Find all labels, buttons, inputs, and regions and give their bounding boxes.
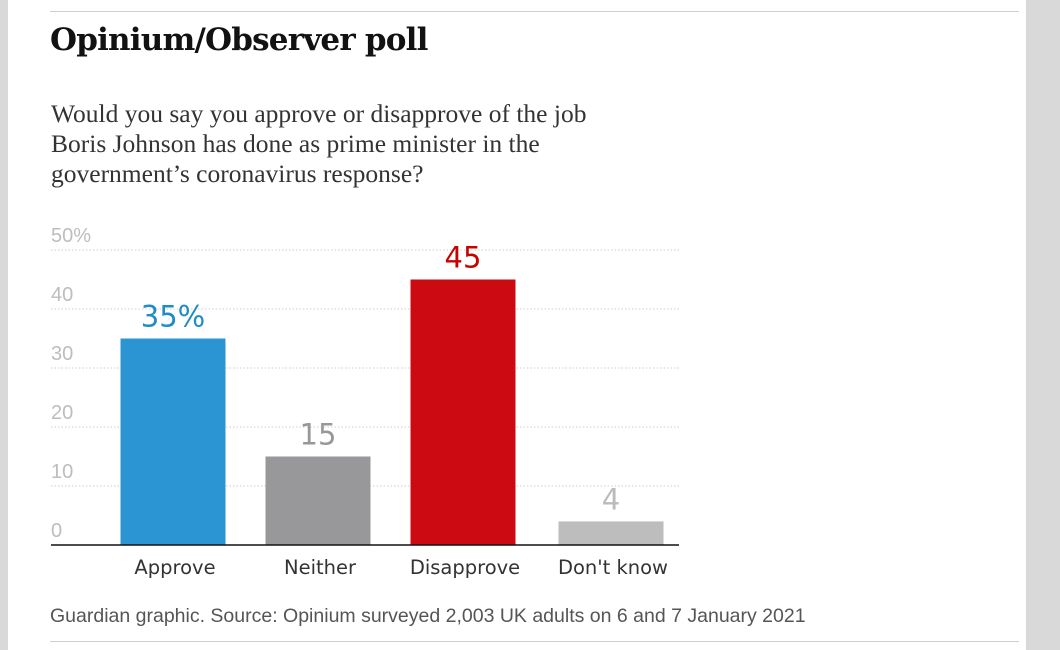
bar-chart: 0 10 20 30 40 50% 35% 15 45 4 Approve Neither Disa… xyxy=(51,225,679,579)
y-axis-ticks: 0 10 20 30 40 50% xyxy=(51,225,91,542)
bar-neither xyxy=(265,456,371,545)
category-label: Neither xyxy=(284,556,357,579)
bars xyxy=(120,279,664,545)
bottom-divider xyxy=(50,641,1019,642)
y-tick-label: 20 xyxy=(51,402,73,424)
y-tick-label: 50% xyxy=(51,225,91,247)
bar-don-t-know xyxy=(558,521,664,545)
chart-card: Opinium/Observer poll Would you say you … xyxy=(8,0,1026,650)
y-tick-label: 0 xyxy=(51,520,62,542)
y-tick-label: 10 xyxy=(51,461,73,483)
value-label: 15 xyxy=(300,418,337,452)
value-labels: 35% 15 45 4 xyxy=(141,241,620,517)
bar-disapprove xyxy=(410,279,516,545)
value-label: 35% xyxy=(141,300,205,334)
category-label: Approve xyxy=(134,556,215,579)
bar-approve xyxy=(120,338,226,545)
chart-title: Opinium/Observer poll xyxy=(50,22,428,58)
category-label: Disapprove xyxy=(410,556,520,579)
value-label: 45 xyxy=(445,241,482,275)
category-labels: Approve Neither Disapprove Don't know xyxy=(134,556,668,579)
chart-subtitle: Would you say you approve or disapprove … xyxy=(51,99,587,188)
y-tick-label: 30 xyxy=(51,343,73,365)
value-label: 4 xyxy=(602,482,620,516)
y-tick-label: 40 xyxy=(51,284,73,306)
category-label: Don't know xyxy=(558,556,668,579)
source-note: Guardian graphic. Source: Opinium survey… xyxy=(50,605,806,627)
top-divider xyxy=(50,11,1019,12)
